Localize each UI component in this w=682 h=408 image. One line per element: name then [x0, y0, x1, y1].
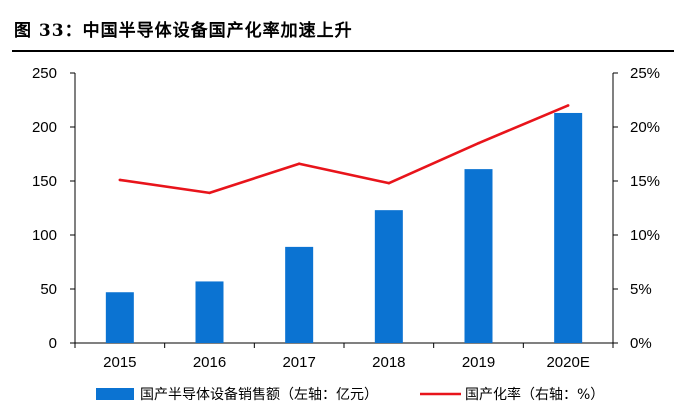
right-tick-label: 10%	[630, 227, 660, 244]
left-tick-label: 50	[40, 281, 57, 298]
bars	[105, 112, 583, 344]
left-tick-label: 0	[49, 335, 57, 352]
line-point	[477, 141, 480, 145]
axes	[74, 73, 614, 344]
ticks: 0 50 100 150 200 250 0% 5% 10% 15% 20% 25% 2015 2016 2…	[32, 65, 660, 371]
left-tick-label: 200	[32, 119, 57, 136]
line-series	[118, 104, 570, 195]
right-tick-label: 0%	[630, 335, 652, 352]
left-tick-label: 150	[32, 173, 57, 190]
legend-line-label: 国产化率（右轴：%）	[465, 386, 604, 403]
title-rule	[12, 50, 674, 52]
x-tick-label: 2016	[193, 354, 226, 371]
line-point	[208, 191, 211, 195]
legend: 国产半导体设备销售额（左轴：亿元） 国产化率（右轴：%）	[96, 386, 604, 403]
x-tick-label: 2018	[372, 354, 405, 371]
bar	[195, 281, 224, 343]
right-tick-label: 5%	[630, 281, 652, 298]
left-tick-label: 100	[32, 227, 57, 244]
x-tick-label: 2020E	[546, 354, 589, 371]
x-tick-label: 2015	[103, 354, 136, 371]
line-point	[387, 181, 391, 185]
bar	[105, 292, 134, 343]
x-tick-label: 2019	[462, 354, 495, 371]
line-point	[297, 162, 301, 166]
legend-bar-label: 国产半导体设备销售额（左轴：亿元）	[140, 386, 378, 403]
x-tick-label: 2017	[282, 354, 315, 371]
right-tick-label: 15%	[630, 173, 660, 190]
bar	[285, 246, 314, 343]
right-tick-label: 25%	[630, 65, 660, 82]
figure-title: 图 33：中国半导体设备国产化率加速上升	[14, 21, 353, 41]
right-tick-label: 20%	[630, 119, 660, 136]
bar	[374, 210, 403, 343]
line-path	[119, 104, 569, 195]
bar	[554, 112, 583, 344]
bar	[464, 169, 493, 343]
line-point	[566, 104, 570, 107]
left-tick-label: 250	[32, 65, 57, 82]
legend-bar-swatch	[96, 388, 134, 400]
line-point	[118, 178, 122, 182]
